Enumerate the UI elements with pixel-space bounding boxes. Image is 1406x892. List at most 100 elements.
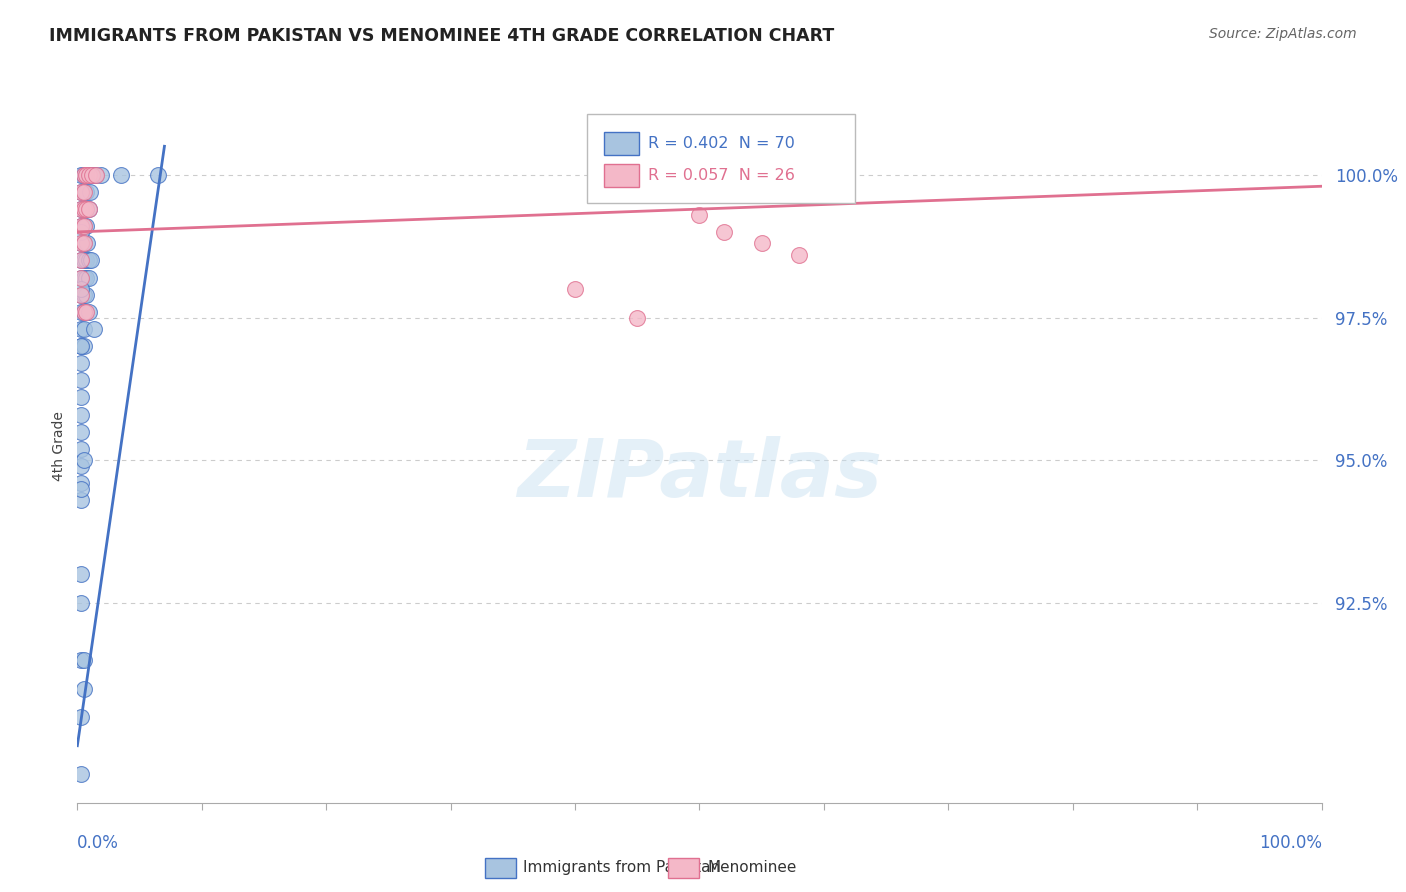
Text: Source: ZipAtlas.com: Source: ZipAtlas.com: [1209, 27, 1357, 41]
Point: [70, 282, 93, 296]
Point: [72, 236, 94, 251]
Point: [75, 253, 97, 268]
Point: [70, 373, 93, 387]
Point: [72, 168, 94, 182]
Point: [84, 168, 107, 182]
Point: [75, 202, 97, 216]
Point: [787, 248, 810, 262]
Text: R = 0.402  N = 70: R = 0.402 N = 70: [648, 136, 796, 151]
Point: [148, 168, 170, 182]
Point: [70, 425, 93, 439]
Point: [70, 339, 93, 353]
Point: [77, 202, 100, 216]
Y-axis label: 4th Grade: 4th Grade: [52, 411, 66, 481]
Text: Menominee: Menominee: [707, 861, 797, 875]
Point: [72, 270, 94, 285]
Point: [70, 567, 93, 582]
Point: [72, 185, 94, 199]
Point: [72, 339, 94, 353]
Point: [70, 185, 93, 199]
Point: [75, 219, 97, 234]
Point: [70, 356, 93, 370]
Point: [72, 681, 94, 696]
Point: [72, 219, 94, 234]
Point: [70, 322, 93, 336]
Point: [83, 322, 105, 336]
Bar: [603, 132, 638, 155]
Point: [564, 282, 586, 296]
FancyBboxPatch shape: [588, 114, 855, 203]
Point: [72, 322, 94, 336]
Point: [75, 168, 97, 182]
Bar: [603, 164, 638, 187]
Point: [70, 305, 93, 319]
Point: [72, 653, 94, 667]
Point: [83, 168, 105, 182]
Point: [70, 596, 93, 610]
Text: R = 0.057  N = 26: R = 0.057 N = 26: [648, 168, 796, 183]
Point: [75, 287, 97, 301]
Point: [75, 202, 97, 216]
Point: [70, 185, 93, 199]
Point: [70, 236, 93, 251]
Point: [75, 270, 97, 285]
Point: [72, 236, 94, 251]
Point: [82, 168, 104, 182]
Point: [70, 236, 93, 251]
Point: [110, 168, 132, 182]
Point: [72, 202, 94, 216]
Point: [77, 202, 100, 216]
Point: [72, 185, 94, 199]
Text: Immigrants from Pakistan: Immigrants from Pakistan: [523, 861, 720, 875]
Text: 100.0%: 100.0%: [1258, 834, 1322, 852]
Point: [77, 270, 100, 285]
Point: [90, 168, 112, 182]
Point: [70, 767, 93, 781]
Point: [72, 305, 94, 319]
Point: [80, 253, 103, 268]
Point: [72, 219, 94, 234]
Point: [70, 270, 93, 285]
Point: [80, 168, 103, 182]
Text: 0.0%: 0.0%: [77, 834, 120, 852]
Point: [72, 253, 94, 268]
Point: [70, 458, 93, 473]
Point: [70, 442, 93, 456]
Point: [75, 168, 97, 182]
Point: [70, 202, 93, 216]
Point: [70, 408, 93, 422]
Point: [751, 236, 773, 251]
Point: [70, 253, 93, 268]
Text: IMMIGRANTS FROM PAKISTAN VS MENOMINEE 4TH GRADE CORRELATION CHART: IMMIGRANTS FROM PAKISTAN VS MENOMINEE 4T…: [49, 27, 834, 45]
Point: [70, 219, 93, 234]
Point: [70, 391, 93, 405]
Point: [72, 202, 94, 216]
Point: [70, 270, 93, 285]
Point: [70, 476, 93, 491]
Point: [77, 253, 100, 268]
Point: [77, 168, 100, 182]
Point: [72, 168, 94, 182]
Point: [77, 305, 100, 319]
Point: [70, 253, 93, 268]
Point: [70, 168, 93, 182]
Point: [70, 710, 93, 724]
Point: [70, 482, 93, 496]
Point: [76, 236, 98, 251]
Text: ZIPatlas: ZIPatlas: [517, 435, 882, 514]
Point: [70, 287, 93, 301]
Point: [84, 168, 107, 182]
Point: [72, 305, 94, 319]
Point: [689, 208, 711, 222]
Point: [75, 185, 97, 199]
Point: [70, 219, 93, 234]
Point: [70, 493, 93, 508]
Point: [70, 653, 93, 667]
Point: [713, 225, 735, 239]
Point: [70, 202, 93, 216]
Point: [70, 339, 93, 353]
Point: [626, 310, 648, 325]
Point: [75, 305, 97, 319]
Point: [72, 453, 94, 467]
Point: [70, 287, 93, 301]
